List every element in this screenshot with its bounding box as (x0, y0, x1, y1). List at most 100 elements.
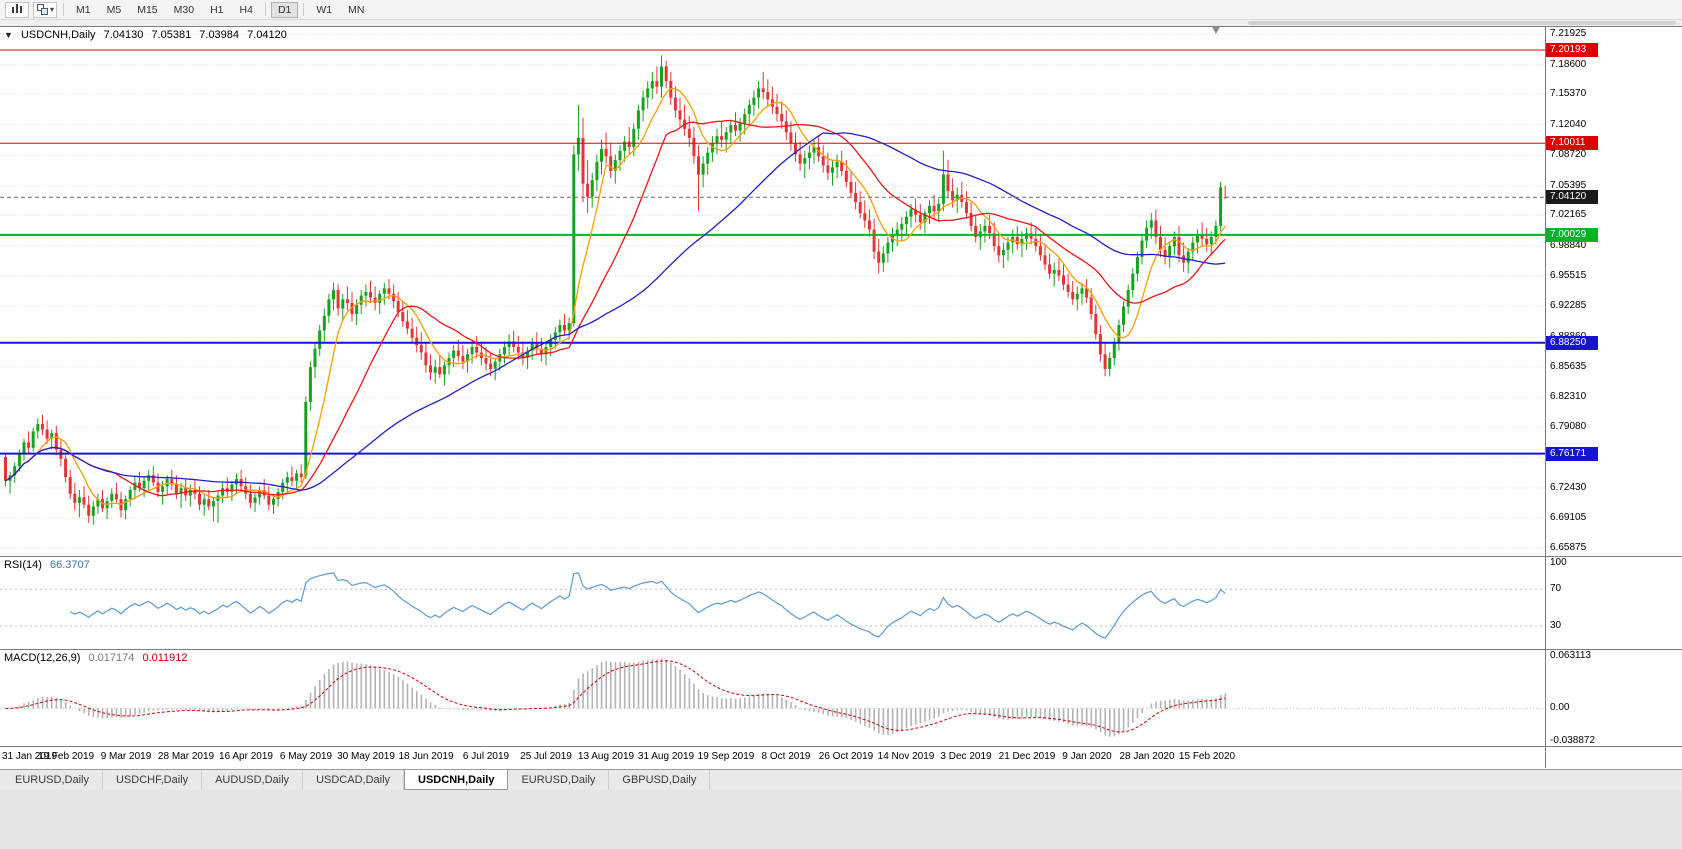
price-tick: 6.72430 (1550, 481, 1587, 493)
date-label: 15 Feb 2020 (1178, 751, 1236, 762)
date-label: 31 Aug 2019 (637, 751, 695, 762)
chart-type-button[interactable] (5, 1, 29, 18)
date-label: 31 Jan 2019 (2, 751, 58, 762)
date-label: 9 Mar 2019 (100, 751, 152, 762)
date-label: 18 Jun 2019 (398, 751, 454, 762)
price-tick: 7.12040 (1550, 118, 1587, 130)
level-price-badge: 7.20193 (1546, 42, 1598, 57)
toolbar-separator (303, 3, 305, 16)
price-tick: 6.85635 (1550, 360, 1587, 372)
toolbar-separator (63, 3, 65, 16)
chart-tab-usdcad-daily[interactable]: USDCAD,Daily (303, 770, 405, 790)
rsi-tick: 30 (1550, 620, 1562, 631)
chart-tabs: EURUSD,Daily USDCHF,Daily AUDUSD,Daily USDC… (0, 769, 1682, 790)
price-tick: 7.02165 (1550, 209, 1587, 221)
objects-dropdown-button[interactable]: ▾ (33, 1, 58, 18)
ma-slow-line (5, 132, 1226, 491)
panel-divider[interactable] (0, 746, 1682, 747)
chart-tab-usdcnh-daily[interactable]: USDCNH,Daily (404, 770, 509, 790)
chart-symbol-label: USDCNH,Daily (20, 29, 96, 41)
time-axis[interactable]: 31 Jan 2019 19 Feb 2019 9 Mar 2019 28 Mar 2… (0, 747, 1682, 768)
scrollbar-thumb[interactable] (1248, 21, 1676, 25)
price-tick: 6.69105 (1550, 512, 1587, 524)
date-label: 6 May 2019 (279, 751, 333, 762)
rsi-tick: 70 (1550, 583, 1562, 595)
panel-border (0, 26, 1682, 27)
date-label: 14 Nov 2019 (877, 751, 935, 762)
macd-tick: -0.038872 (1550, 734, 1596, 746)
macd-indicator-panel[interactable]: MACD(12,26,9) 0.017174 0.011912 (0, 650, 1545, 746)
price-tick: 6.65875 (1550, 541, 1587, 553)
rsi-name: RSI(14) (4, 559, 42, 571)
date-label: 28 Jan 2020 (1119, 751, 1175, 762)
axis-border (1545, 26, 1546, 768)
timeframe-button-m15[interactable]: M15 (130, 2, 164, 18)
level-price-badge: 7.00029 (1546, 227, 1598, 242)
date-label: 8 Oct 2019 (761, 751, 811, 762)
panel-divider[interactable] (0, 556, 1682, 557)
ma-fast-line (5, 88, 1226, 506)
price-tick: 7.08720 (1550, 149, 1587, 161)
macd-name: MACD(12,26,9) (4, 652, 81, 664)
rsi-label: RSI(14) 66.3707 (4, 559, 95, 571)
price-tick: 7.15370 (1550, 88, 1587, 100)
macd-axis[interactable]: 0.063113 0.00 -0.038872 (1546, 650, 1682, 746)
chart-tab-eurusd-daily[interactable]: EURUSD,Daily (2, 770, 103, 790)
ohlc-open: 7.04130 (103, 29, 144, 41)
toolbar-separator (264, 3, 266, 16)
date-label: 3 Dec 2019 (940, 751, 992, 762)
price-tick: 6.95515 (1550, 270, 1587, 282)
current-price-badge: 7.04120 (1546, 190, 1598, 205)
macd-histogram (4, 658, 1227, 737)
chart-title: ▼ USDCNH,Daily 7.04130 7.05381 7.03984 7… (4, 29, 292, 41)
price-tick: 6.98840 (1550, 239, 1587, 251)
chart-shift-icon[interactable] (1212, 27, 1220, 34)
objects-dropdown-icon (37, 4, 48, 15)
timeframe-button-h4[interactable]: H4 (233, 2, 260, 18)
macd-label: MACD(12,26,9) 0.017174 0.011912 (4, 652, 193, 664)
timeframe-button-m5[interactable]: M5 (100, 2, 129, 18)
rsi-line (69, 572, 1226, 639)
timeframe-button-d1[interactable]: D1 (270, 1, 299, 18)
macd-canvas[interactable] (0, 650, 1545, 746)
ohlc-high: 7.05381 (151, 29, 192, 41)
price-tick: 7.21925 (1550, 28, 1587, 40)
date-label: 30 May 2019 (337, 751, 395, 762)
grid (0, 33, 1545, 549)
price-tick: 6.92285 (1550, 299, 1587, 311)
timeframe-button-m30[interactable]: M30 (167, 2, 201, 18)
chart-type-icon (12, 4, 22, 13)
one-click-trading-icon[interactable]: ▼ (4, 30, 13, 40)
macd-signal-value: 0.011912 (142, 652, 188, 664)
price-chart-panel[interactable]: ▼ USDCNH,Daily 7.04130 7.05381 7.03984 7… (0, 27, 1545, 556)
date-label: 19 Feb 2019 (37, 751, 95, 762)
macd-main-value: 0.017174 (88, 652, 135, 664)
chart-tab-audusd-daily[interactable]: AUDUSD,Daily (202, 770, 304, 790)
price-chart-canvas[interactable] (0, 27, 1545, 556)
chart-tab-gbpusd-daily[interactable]: GBPUSD,Daily (609, 770, 711, 790)
chart-tab-usdchf-daily[interactable]: USDCHF,Daily (102, 770, 203, 790)
dropdown-arrow-icon: ▾ (50, 5, 55, 14)
timeframe-button-mn[interactable]: MN (341, 2, 371, 18)
price-tick: 7.05395 (1550, 179, 1587, 191)
date-label: 13 Aug 2019 (577, 751, 635, 762)
rsi-indicator-panel[interactable]: RSI(14) 66.3707 (0, 557, 1545, 649)
rsi-canvas[interactable] (0, 557, 1545, 649)
timeframe-button-m1[interactable]: M1 (69, 2, 98, 18)
chart-toolbar: ▾ M1 M5 M15 M30 H1 H4 D1 W1 MN (0, 0, 1682, 20)
ohlc-low: 7.03984 (199, 29, 240, 41)
timeframe-button-h1[interactable]: H1 (203, 2, 230, 18)
date-label: 26 Oct 2019 (818, 751, 874, 762)
ma-mid-line (5, 119, 1226, 497)
date-label: 28 Mar 2019 (157, 751, 215, 762)
rsi-axis[interactable]: 100 70 30 (1546, 557, 1682, 649)
timeframe-button-w1[interactable]: W1 (309, 2, 339, 18)
level-price-badge: 7.10011 (1546, 136, 1598, 151)
panel-divider[interactable] (0, 649, 1682, 650)
price-axis[interactable]: 7.21925 7.18600 7.15370 7.12040 7.08720 7.053… (1546, 27, 1682, 556)
date-label: 16 Apr 2019 (219, 751, 273, 762)
chart-scrollbar[interactable] (0, 20, 1682, 26)
price-tick: 6.82310 (1550, 391, 1587, 403)
chart-tab-eurusd-daily[interactable]: EURUSD,Daily (508, 770, 610, 790)
date-label: 6 Jul 2019 (462, 751, 510, 762)
